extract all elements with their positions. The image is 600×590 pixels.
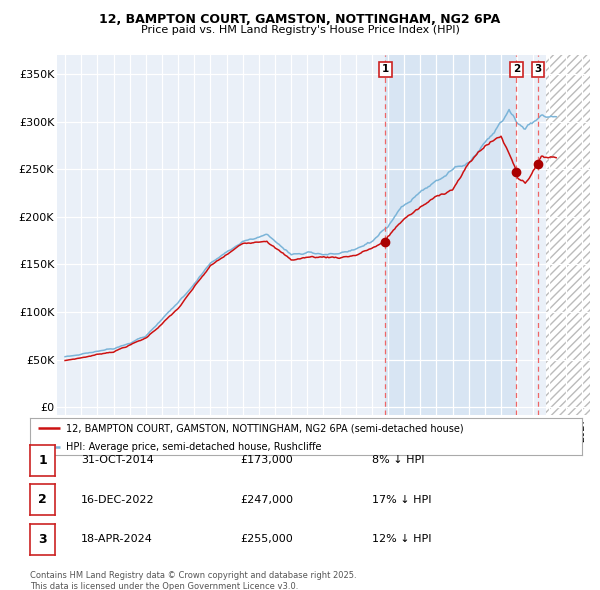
- Text: Price paid vs. HM Land Registry's House Price Index (HPI): Price paid vs. HM Land Registry's House …: [140, 25, 460, 35]
- Text: £255,000: £255,000: [240, 535, 293, 544]
- Bar: [385, 55, 517, 415]
- Text: 1: 1: [382, 64, 389, 74]
- Text: 17% ↓ HPI: 17% ↓ HPI: [372, 495, 431, 504]
- Bar: [57, 55, 546, 415]
- Text: 3: 3: [38, 533, 47, 546]
- Text: 2: 2: [38, 493, 47, 506]
- Text: 3: 3: [535, 64, 542, 74]
- Text: 8% ↓ HPI: 8% ↓ HPI: [372, 455, 425, 465]
- Text: 12, BAMPTON COURT, GAMSTON, NOTTINGHAM, NG2 6PA: 12, BAMPTON COURT, GAMSTON, NOTTINGHAM, …: [100, 13, 500, 26]
- Text: 1: 1: [38, 454, 47, 467]
- Text: 31-OCT-2014: 31-OCT-2014: [81, 455, 154, 465]
- Bar: [546, 55, 590, 415]
- Text: HPI: Average price, semi-detached house, Rushcliffe: HPI: Average price, semi-detached house,…: [66, 442, 322, 452]
- Text: 12% ↓ HPI: 12% ↓ HPI: [372, 535, 431, 544]
- Text: 18-APR-2024: 18-APR-2024: [81, 535, 153, 544]
- Text: 16-DEC-2022: 16-DEC-2022: [81, 495, 155, 504]
- Bar: [385, 55, 517, 415]
- Text: £247,000: £247,000: [240, 495, 293, 504]
- Text: Contains HM Land Registry data © Crown copyright and database right 2025.
This d: Contains HM Land Registry data © Crown c…: [30, 571, 356, 590]
- Text: 12, BAMPTON COURT, GAMSTON, NOTTINGHAM, NG2 6PA (semi-detached house): 12, BAMPTON COURT, GAMSTON, NOTTINGHAM, …: [66, 423, 464, 433]
- Text: £173,000: £173,000: [240, 455, 293, 465]
- Text: 2: 2: [513, 64, 520, 74]
